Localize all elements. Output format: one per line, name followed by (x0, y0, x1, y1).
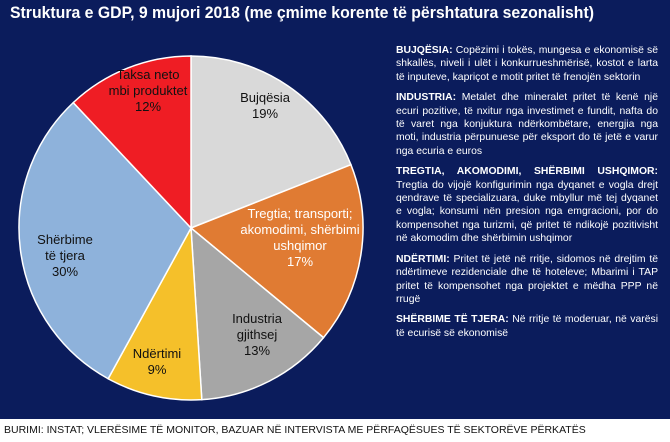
slice-value-industria: 13% (244, 343, 270, 358)
title-bar: Struktura e GDP, 9 mujori 2018 (me çmime… (0, 0, 670, 30)
note-heading: SHËRBIME TË TJERA: (396, 314, 509, 326)
note-tregtia: TREGTIA, AKOMODIMI, SHËRBIMI USHQIMOR: T… (396, 165, 658, 245)
pie-slice-taksa (72, 55, 192, 230)
slice-value-sherbime: 30% (52, 264, 78, 279)
pie-slice-ndertimi (107, 225, 203, 401)
pie-slice-tregtia (189, 163, 364, 339)
note-text: Metalet dhe mineralet pritet të kenë një… (396, 92, 658, 157)
pie-slice-bujqesia (190, 55, 352, 230)
source-note: BURIMI: INSTAT; VLERËSIME TË MONITOR, BA… (4, 424, 586, 436)
slice-label-tregtia: Tregtia; transporti; (247, 206, 352, 221)
slice-label-ndertimi: Ndërtimi (133, 346, 182, 361)
slice-label-sherbime: Shërbime (37, 232, 93, 247)
slice-label-tregtia: akomodimi, shërbimi (240, 222, 359, 237)
slice-label-industria: gjithsej (237, 327, 278, 342)
slice-value-tregtia: 17% (287, 254, 313, 269)
slice-value-bujqesia: 19% (252, 106, 278, 121)
sector-notes: BUJQËSIA: Copëzimi i tokës, mungesa e ek… (396, 44, 658, 347)
pie-slice-industria (190, 226, 325, 401)
note-text: Në rritje të moderuar, në varësi të ecur… (396, 314, 659, 339)
chart-title: Struktura e GDP, 9 mujori 2018 (me çmime… (10, 3, 595, 22)
note-heading: TREGTIA, AKOMODIMI, SHËRBIMI USHQIMOR: (396, 166, 658, 178)
pie-slice-sherbime (18, 101, 192, 380)
note-heading: INDUSTRIA: (396, 92, 457, 104)
note-text: Tregtia do vijojë konfigurimin nga dyqan… (396, 179, 658, 245)
note-sherbime: SHËRBIME TË TJERA: Në rritje të moderuar… (396, 313, 658, 340)
slice-value-ndertimi: 9% (148, 362, 167, 377)
slice-value-taksa: 12% (135, 99, 161, 114)
note-text: Pritet të jetë në rritje, sidomos në dre… (396, 253, 658, 305)
slice-label-taksa: Taksa neto (117, 67, 180, 82)
note-heading: NDËRTIMI: (396, 253, 450, 265)
slice-label-bujqesia: Bujqësia (240, 90, 291, 105)
note-industria: INDUSTRIA: Metalet dhe mineralet pritet … (396, 91, 658, 158)
note-bujqesia: BUJQËSIA: Copëzimi i tokës, mungesa e ek… (396, 44, 658, 84)
slice-label-tregtia: ushqimor (273, 238, 327, 253)
slice-label-sherbime: të tjera (45, 248, 86, 263)
note-text: Copëzimi i tokës, mungesa e ekonomisë së… (396, 45, 659, 83)
pie-slices (18, 55, 364, 401)
note-ndertimi: NDËRTIMI: Pritet të jetë në rritje, sido… (396, 253, 658, 307)
slice-label-industria: Industria (232, 311, 283, 326)
slice-label-taksa: mbi produktet (109, 83, 188, 98)
note-heading: BUJQËSIA: (396, 45, 453, 56)
